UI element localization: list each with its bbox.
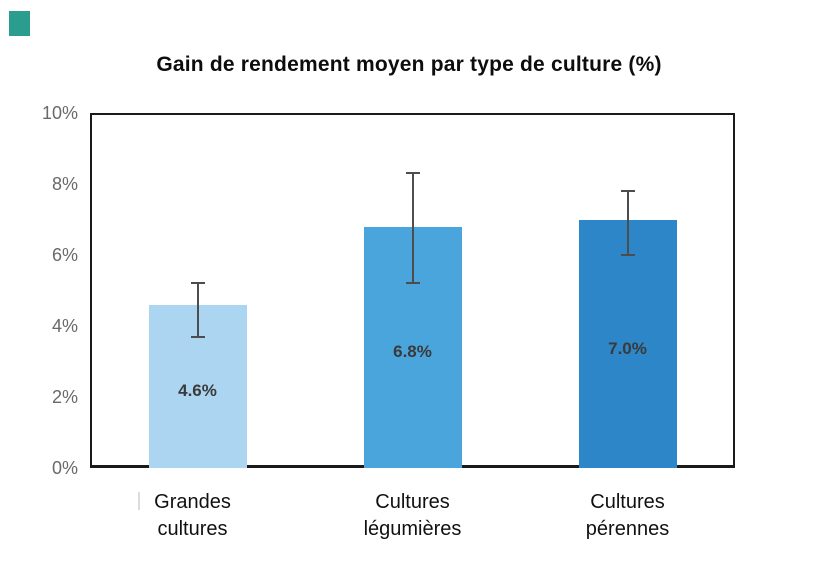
y-axis-tick-label: 10%	[41, 103, 78, 123]
x-axis-tick	[138, 492, 140, 510]
error-bar-cap	[190, 282, 205, 285]
error-bar-grandes-cultures	[196, 283, 199, 337]
y-axis-tick-label: 8%	[51, 174, 78, 194]
error-bar-cap	[620, 190, 635, 193]
error-bar-cultures-p-rennes	[626, 191, 629, 255]
bar-cultures-p-rennes	[578, 219, 677, 468]
y-axis-tick-label: 4%	[51, 316, 78, 336]
y-axis-tick-label: 0%	[51, 458, 78, 478]
error-bar-cap	[405, 282, 420, 285]
bar-value-label: 4.6%	[178, 381, 217, 401]
bar-value-label: 7.0%	[608, 338, 647, 358]
error-bar-cap	[190, 335, 205, 338]
y-axis-tick-label: 2%	[51, 387, 78, 407]
corner-marker-square	[9, 11, 30, 36]
error-bar-cultures-l-gumi-res	[411, 173, 414, 284]
x-axis-label-cultures-l-gumi-res: Cultures légumières	[363, 491, 462, 540]
y-axis-tick-label: 6%	[51, 245, 78, 265]
chart-title: Gain de rendement moyen par type de cult…	[156, 53, 662, 76]
error-bar-cap	[620, 254, 635, 256]
x-axis-label-grandes-cultures: Grandes cultures	[154, 491, 231, 540]
error-bar-cap	[405, 172, 420, 175]
x-axis-label-cultures-p-rennes: Cultures pérennes	[585, 491, 670, 540]
bar-value-label: 6.8%	[393, 342, 432, 362]
